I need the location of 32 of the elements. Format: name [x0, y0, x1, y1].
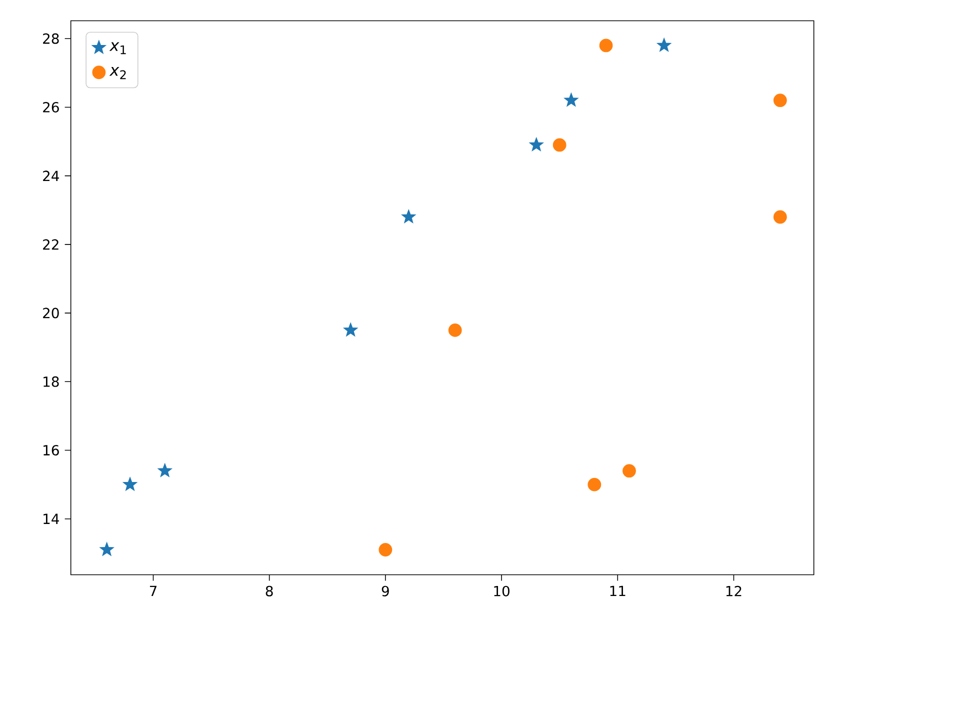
y-tick-label: 18 [44, 376, 59, 387]
legend-label: x$_{2}$ [109, 66, 126, 80]
point [564, 92, 578, 106]
point [343, 322, 358, 336]
point [552, 138, 566, 152]
y-tick-label: 24 [43, 170, 59, 182]
point [100, 542, 114, 556]
x-tick-label: 11 [610, 586, 626, 596]
point [599, 38, 613, 52]
y-tick-label: 14 [44, 514, 59, 524]
x-tick-label: 8 [266, 586, 273, 596]
point [773, 94, 787, 108]
y-tick-label: 22 [43, 239, 58, 250]
y-tick-label: 20 [43, 308, 59, 318]
point [122, 477, 138, 491]
point [448, 323, 462, 337]
point [588, 478, 602, 492]
point [378, 543, 392, 556]
y-tick-label: 28 [43, 33, 59, 44]
y-tick-label: 26 [43, 102, 59, 112]
x-tick-label: 10 [494, 586, 510, 596]
y-tick-label: 16 [44, 444, 59, 456]
point [158, 463, 172, 477]
x-tick-label: 9 [382, 586, 389, 596]
point [402, 209, 416, 224]
point [773, 210, 787, 224]
legend-label: x$_{1}$ [109, 42, 126, 54]
point [529, 137, 544, 152]
point [622, 464, 636, 478]
point [656, 38, 672, 52]
x-tick-label: 7 [150, 586, 157, 596]
x-tick-label: 12 [726, 586, 742, 596]
